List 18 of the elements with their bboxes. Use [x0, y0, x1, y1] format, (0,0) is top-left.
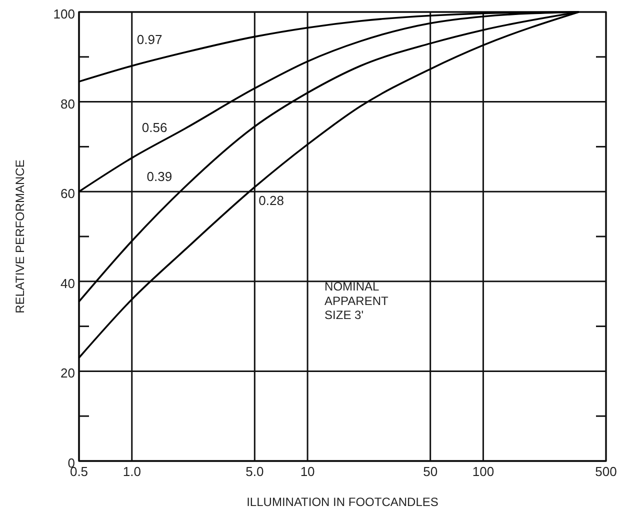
y-tick-label: 60: [60, 186, 75, 202]
x-tick-label: 100: [472, 464, 494, 480]
y-tick-label: 40: [60, 276, 75, 291]
series-label: 0.56: [142, 120, 168, 135]
y-tick-label: 20: [60, 366, 75, 381]
x-tick-label: 5.0: [246, 464, 264, 480]
annotation: NOMINAL APPARENT SIZE 3': [324, 279, 390, 322]
x-axis-title: ILLUMINATION IN FOOTCANDLES: [246, 495, 438, 509]
x-tick-label: 500: [595, 464, 617, 480]
x-tick-label: 50: [423, 464, 438, 480]
x-tick-label: 10: [300, 464, 315, 480]
y-tick-label: 80: [60, 96, 75, 112]
y-tick-label: 100: [53, 6, 75, 22]
series-label: 0.97: [136, 32, 162, 47]
series-label: 0.39: [146, 169, 172, 184]
series-label: 0.28: [258, 193, 284, 208]
y-axis-title: RELATIVE PERFORMANCE: [13, 160, 27, 314]
x-tick-label: 1.0: [122, 464, 141, 480]
